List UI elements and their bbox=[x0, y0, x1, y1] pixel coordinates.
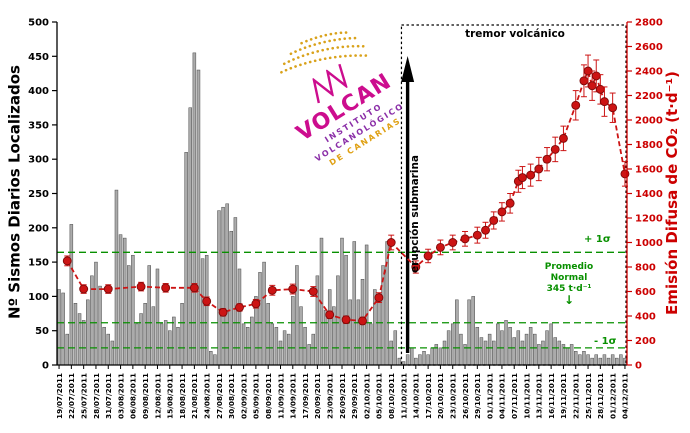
promedio-annotation: Promedio Normal 345 t·d⁻¹ ↓ bbox=[527, 262, 611, 307]
svg-text:17/10/2011: 17/10/2011 bbox=[424, 373, 433, 419]
svg-text:19/11/2011: 19/11/2011 bbox=[559, 373, 568, 419]
svg-text:08/10/2011: 08/10/2011 bbox=[387, 373, 396, 419]
svg-text:20/09/2011: 20/09/2011 bbox=[313, 373, 322, 419]
svg-text:28/07/2011: 28/07/2011 bbox=[92, 373, 101, 419]
svg-text:16/11/2011: 16/11/2011 bbox=[547, 373, 556, 419]
svg-text:10/11/2011: 10/11/2011 bbox=[522, 373, 531, 419]
svg-text:18/08/2011: 18/08/2011 bbox=[178, 373, 187, 419]
svg-text:26/10/2011: 26/10/2011 bbox=[461, 373, 470, 419]
svg-text:08/09/2011: 08/09/2011 bbox=[264, 373, 273, 419]
svg-text:04/12/2011: 04/12/2011 bbox=[621, 373, 630, 419]
svg-text:28/11/2011: 28/11/2011 bbox=[596, 373, 605, 419]
svg-text:100: 100 bbox=[28, 292, 49, 303]
promedio-arrow-down-icon: ↓ bbox=[563, 293, 575, 307]
svg-text:250: 250 bbox=[28, 189, 49, 200]
svg-text:29/09/2011: 29/09/2011 bbox=[350, 373, 359, 419]
svg-text:400: 400 bbox=[28, 86, 49, 97]
svg-text:05/10/2011: 05/10/2011 bbox=[375, 373, 384, 419]
svg-text:12/08/2011: 12/08/2011 bbox=[153, 373, 162, 419]
svg-text:13/11/2011: 13/11/2011 bbox=[535, 373, 544, 419]
svg-text:29/10/2011: 29/10/2011 bbox=[473, 373, 482, 419]
svg-text:25/11/2011: 25/11/2011 bbox=[584, 373, 593, 419]
svg-text:17/09/2011: 17/09/2011 bbox=[301, 373, 310, 419]
svg-text:0: 0 bbox=[635, 361, 642, 372]
svg-text:1600: 1600 bbox=[635, 165, 663, 176]
co2-series bbox=[62, 54, 630, 326]
svg-text:04/11/2011: 04/11/2011 bbox=[498, 373, 507, 419]
eruption-arrow bbox=[401, 56, 415, 353]
svg-text:09/08/2011: 09/08/2011 bbox=[141, 373, 150, 419]
svg-text:22/07/2011: 22/07/2011 bbox=[67, 373, 76, 419]
svg-text:07/11/2011: 07/11/2011 bbox=[510, 373, 519, 419]
reference-lines-layer bbox=[57, 251, 627, 349]
svg-text:25/07/2011: 25/07/2011 bbox=[79, 373, 88, 419]
svg-text:200: 200 bbox=[28, 223, 49, 234]
svg-text:400: 400 bbox=[635, 312, 656, 323]
svg-text:800: 800 bbox=[635, 263, 656, 274]
svg-text:02/09/2011: 02/09/2011 bbox=[239, 373, 248, 419]
svg-text:31/07/2011: 31/07/2011 bbox=[104, 373, 113, 419]
svg-text:450: 450 bbox=[28, 52, 49, 63]
svg-text:2600: 2600 bbox=[635, 42, 663, 53]
right-axis-title: Emisión Difusa de CO₂ (t·d⁻¹) bbox=[663, 71, 681, 315]
svg-text:24/08/2011: 24/08/2011 bbox=[202, 373, 211, 419]
svg-text:19/07/2011: 19/07/2011 bbox=[55, 373, 64, 419]
svg-text:27/08/2011: 27/08/2011 bbox=[215, 373, 224, 419]
svg-text:200: 200 bbox=[635, 336, 656, 347]
svg-text:14/09/2011: 14/09/2011 bbox=[289, 373, 298, 419]
svg-text:14/10/2011: 14/10/2011 bbox=[412, 373, 421, 419]
left-axis-title: Nº Sismos Diarios Localizados bbox=[5, 65, 24, 319]
svg-text:05/09/2011: 05/09/2011 bbox=[252, 373, 261, 419]
minus-sigma-label: - 1σ bbox=[594, 336, 617, 347]
svg-text:01/12/2011: 01/12/2011 bbox=[608, 373, 617, 419]
svg-text:22/11/2011: 22/11/2011 bbox=[572, 373, 581, 419]
svg-text:15/08/2011: 15/08/2011 bbox=[166, 373, 175, 419]
svg-text:2200: 2200 bbox=[635, 91, 663, 102]
promedio-line2: Normal bbox=[550, 273, 588, 283]
svg-text:06/08/2011: 06/08/2011 bbox=[129, 373, 138, 419]
svg-text:600: 600 bbox=[635, 287, 656, 298]
logo-gold-swoosh-icon bbox=[280, 31, 372, 74]
svg-text:11/10/2011: 11/10/2011 bbox=[399, 373, 408, 419]
svg-text:50: 50 bbox=[35, 326, 49, 337]
involcan-mark-icon bbox=[312, 63, 349, 104]
svg-text:21/08/2011: 21/08/2011 bbox=[190, 373, 199, 419]
svg-text:150: 150 bbox=[28, 258, 49, 269]
svg-text:23/10/2011: 23/10/2011 bbox=[449, 373, 458, 419]
svg-text:1200: 1200 bbox=[635, 214, 663, 225]
svg-text:350: 350 bbox=[28, 120, 49, 131]
plus-sigma-label: + 1σ bbox=[584, 234, 611, 245]
svg-text:23/09/2011: 23/09/2011 bbox=[325, 373, 334, 419]
svg-text:2000: 2000 bbox=[635, 116, 663, 127]
involcan-logo: VOLCAN INSTITUTO VOLCANOLÓGICO DE CANARI… bbox=[259, 33, 432, 185]
svg-text:2400: 2400 bbox=[635, 67, 663, 78]
svg-text:300: 300 bbox=[28, 155, 49, 166]
svg-text:2800: 2800 bbox=[635, 18, 663, 29]
promedio-line3: 345 t·d⁻¹ bbox=[546, 284, 592, 294]
svg-text:11/09/2011: 11/09/2011 bbox=[276, 373, 285, 419]
svg-text:03/08/2011: 03/08/2011 bbox=[116, 373, 125, 419]
svg-text:26/09/2011: 26/09/2011 bbox=[338, 373, 347, 419]
svg-text:1000: 1000 bbox=[635, 238, 663, 249]
eruption-annotation: erupción submarina bbox=[409, 154, 421, 274]
tremor-annotation: tremor volcánico bbox=[465, 28, 565, 40]
svg-text:01/11/2011: 01/11/2011 bbox=[485, 373, 494, 419]
svg-text:20/10/2011: 20/10/2011 bbox=[436, 373, 445, 419]
svg-text:30/08/2011: 30/08/2011 bbox=[227, 373, 236, 419]
svg-text:1800: 1800 bbox=[635, 140, 663, 151]
svg-text:1400: 1400 bbox=[635, 189, 663, 200]
svg-text:500: 500 bbox=[28, 18, 49, 29]
svg-text:0: 0 bbox=[42, 361, 49, 372]
promedio-line1: Promedio bbox=[544, 262, 594, 272]
axes-layer: 0 50 100 150 200 250 300 350 400 450 500 0 200 400 600… bbox=[28, 18, 663, 372]
x-tick-labels: 19/07/2011 22/07/2011 25/07/2011 28/07/2011… bbox=[55, 365, 630, 419]
svg-text:02/10/2011: 02/10/2011 bbox=[362, 373, 371, 419]
